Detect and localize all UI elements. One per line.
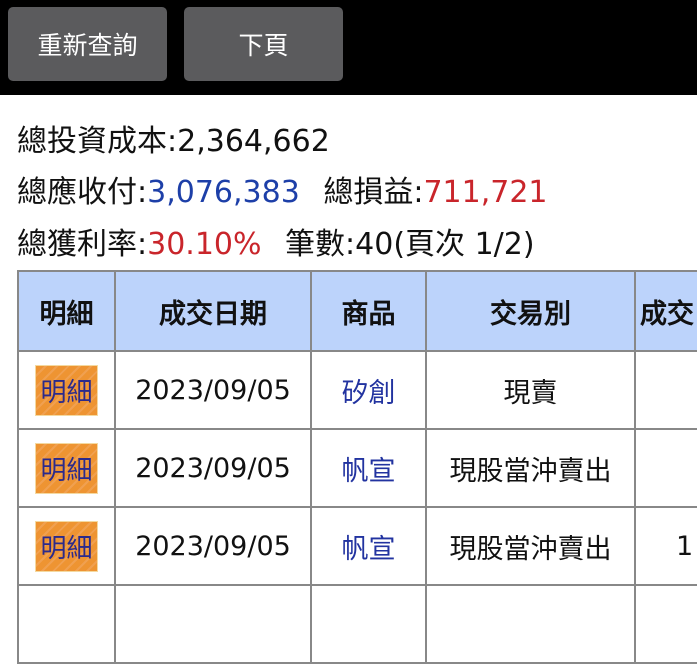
trade-date: 2023/09/05 — [114, 350, 312, 430]
trade-type: 現股當沖賣出 — [425, 506, 636, 586]
detail-button[interactable]: 明細 — [35, 364, 98, 416]
table-row: 明細 2023/09/05 帆宣 現股當沖賣出 1 — [17, 506, 697, 586]
table-header: 明細 成交日期 商品 交易別 成交 — [17, 270, 697, 352]
receivable-line: 總應收付:3,076,383 總損益:711,721 — [17, 173, 548, 213]
total-pnl-label: 總損益: — [323, 175, 424, 210]
total-return-value: 30.10% — [147, 227, 262, 262]
total-receivable-value: 3,076,383 — [147, 175, 300, 210]
return-line: 總獲利率:30.10% 筆數:40(頁次 1/2) — [17, 225, 535, 265]
count-value: 40(頁次 1/2) — [355, 227, 535, 262]
detail-button[interactable]: 明細 — [35, 442, 98, 494]
table-row: 明細 2023/09/05 帆宣 現股當沖賣出 — [17, 428, 697, 508]
product-link[interactable]: 矽創 — [341, 377, 396, 409]
detail-button[interactable]: 明細 — [35, 520, 98, 572]
trade-type: 現賣 — [425, 350, 636, 430]
trade-table: 明細 成交日期 商品 交易別 成交 明細 2023/09/05 矽創 現賣 明細… — [17, 270, 697, 664]
total-cost-line: 總投資成本:2,364,662 — [17, 122, 330, 162]
header-date: 成交日期 — [114, 270, 312, 352]
top-toolbar: 重新查詢 下頁 — [0, 0, 697, 95]
total-pnl-value: 711,721 — [423, 175, 548, 210]
trade-volume: 1 — [634, 506, 697, 586]
header-volume: 成交 — [634, 270, 697, 352]
table-row — [17, 584, 697, 664]
header-product: 商品 — [310, 270, 427, 352]
header-detail: 明細 — [17, 270, 116, 352]
total-receivable-label: 總應收付: — [17, 175, 148, 210]
total-return-label: 總獲利率: — [17, 227, 148, 262]
trade-date: 2023/09/05 — [114, 428, 312, 508]
trade-volume — [634, 428, 697, 508]
total-cost-value: 2,364,662 — [177, 124, 330, 159]
count-label: 筆數: — [285, 227, 356, 262]
requery-button[interactable]: 重新查詢 — [8, 7, 167, 81]
trade-date: 2023/09/05 — [114, 506, 312, 586]
trade-type: 現股當沖賣出 — [425, 428, 636, 508]
header-type: 交易別 — [425, 270, 636, 352]
next-page-button[interactable]: 下頁 — [184, 7, 343, 81]
trade-volume — [634, 350, 697, 430]
total-cost-label: 總投資成本: — [17, 124, 178, 159]
product-link[interactable]: 帆宣 — [341, 455, 396, 487]
product-link[interactable]: 帆宣 — [341, 533, 396, 565]
table-row: 明細 2023/09/05 矽創 現賣 — [17, 350, 697, 430]
